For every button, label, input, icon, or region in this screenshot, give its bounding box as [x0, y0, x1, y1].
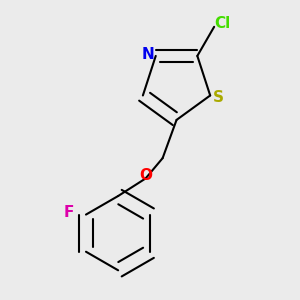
Text: Cl: Cl [214, 16, 230, 31]
Text: S: S [212, 90, 224, 105]
Text: F: F [64, 205, 74, 220]
Text: O: O [139, 168, 152, 183]
Text: N: N [142, 46, 154, 62]
